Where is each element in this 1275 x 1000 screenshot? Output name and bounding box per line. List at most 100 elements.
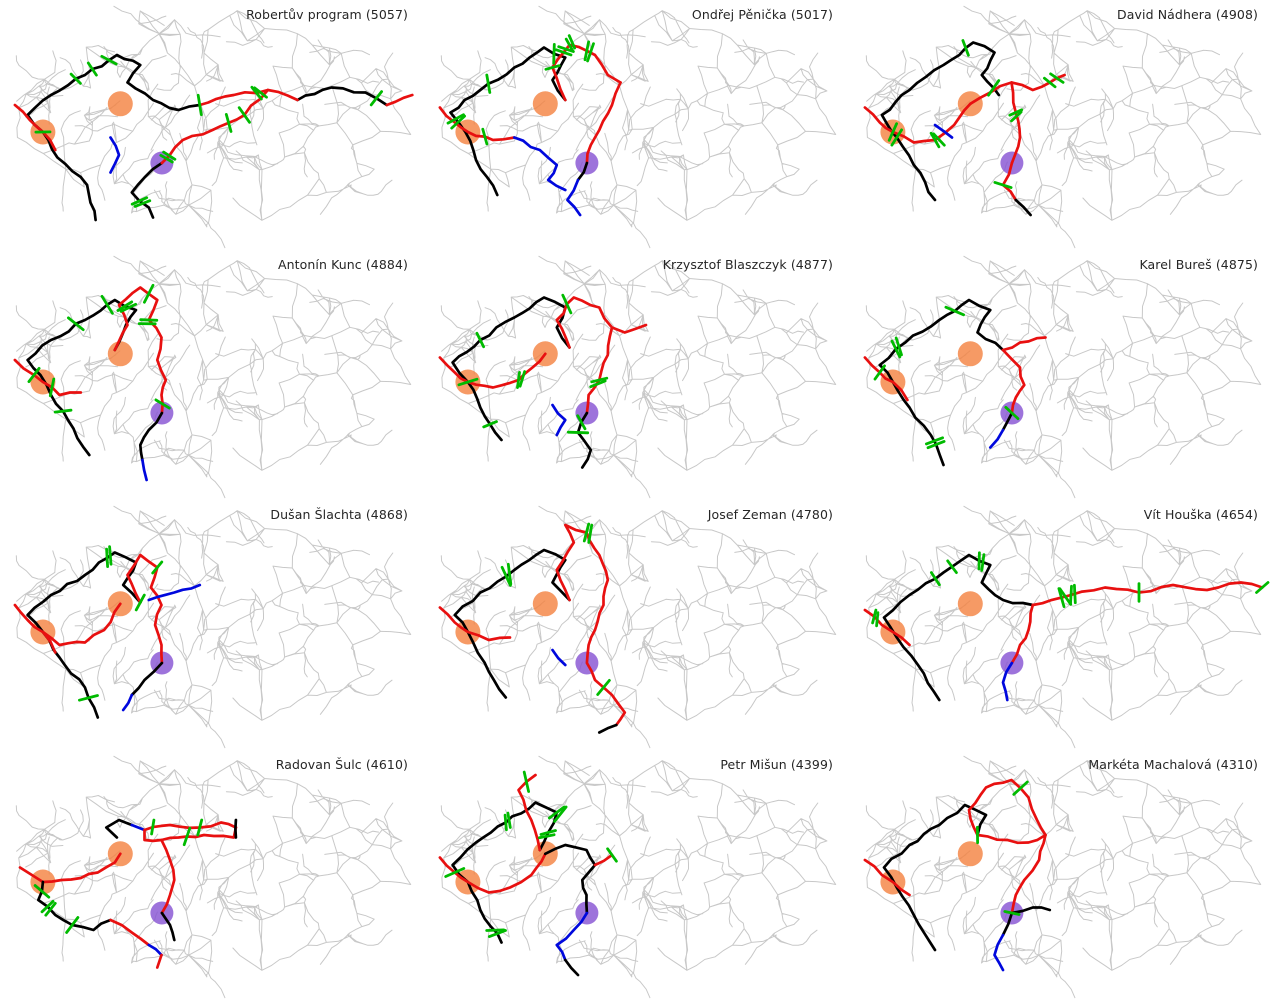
stop-tick: [590, 376, 609, 384]
route-paths: [863, 41, 1066, 217]
stop-tick: [506, 562, 513, 586]
stop-tick: [133, 199, 152, 208]
route-black: [160, 911, 176, 942]
stop-ticks: [457, 293, 609, 435]
depot-dot: [957, 591, 983, 617]
stop-tick: [150, 818, 156, 836]
route-paths: [13, 286, 168, 482]
stop-tick: [53, 408, 73, 414]
route-map: [438, 505, 837, 749]
route-black: [130, 161, 164, 219]
route-blue: [141, 458, 148, 482]
route-red: [198, 88, 299, 107]
stop-tick: [481, 127, 489, 146]
route-red: [1001, 348, 1026, 415]
stop-tick: [522, 770, 530, 793]
stop-tick: [1072, 583, 1077, 605]
route-black: [1014, 198, 1032, 217]
stop-tick: [40, 899, 55, 914]
stop-tick: [554, 48, 573, 57]
route-black: [597, 723, 618, 734]
route-blue: [555, 911, 589, 962]
stop-tick: [369, 90, 384, 107]
route-red: [555, 523, 627, 727]
route-map: [863, 755, 1262, 999]
route-red: [160, 838, 176, 915]
route-red: [555, 296, 648, 349]
route-red: [1010, 81, 1022, 165]
panel-title: Antonín Kunc (4884): [277, 257, 408, 272]
route-red: [18, 852, 122, 884]
stop-tick: [67, 316, 85, 332]
stop-tick: [27, 367, 41, 384]
route-red: [517, 773, 542, 852]
stop-tick: [873, 364, 886, 381]
stop-tick: [196, 93, 203, 117]
route-map: [13, 5, 414, 249]
stop-tick: [561, 293, 573, 315]
route-blue: [551, 648, 567, 667]
stop-tick: [552, 43, 556, 65]
stop-ticks: [500, 522, 611, 696]
stop-tick: [1069, 584, 1073, 606]
route-blue: [130, 823, 146, 832]
stop-tick: [444, 867, 466, 878]
stop-tick: [596, 678, 611, 696]
stop-tick: [1057, 587, 1066, 608]
route-black: [36, 880, 112, 932]
stop-tick: [1058, 587, 1073, 606]
route-black: [26, 53, 202, 222]
route-map: [438, 755, 837, 999]
stop-tick: [116, 300, 134, 312]
panel-title: Ondřej Pěnička (5017): [691, 7, 833, 22]
route-black: [882, 553, 1035, 702]
stop-tick: [134, 593, 146, 612]
route-black: [1001, 911, 1014, 937]
route-map: [438, 5, 837, 249]
route-red: [863, 102, 972, 144]
route-map: [863, 5, 1262, 249]
stop-tick: [925, 436, 944, 446]
stop-tick: [485, 928, 506, 932]
route-blue: [109, 136, 121, 174]
stop-tick: [196, 818, 204, 837]
stop-tick: [557, 45, 575, 53]
map-panel: Ondřej Pěnička (5017): [425, 0, 850, 250]
stop-tick: [130, 196, 149, 206]
stop-tick: [946, 559, 958, 574]
route-blue: [551, 403, 567, 437]
stop-tick: [887, 122, 898, 142]
stop-tick: [253, 86, 268, 99]
stop-tick: [567, 34, 577, 50]
stop-ticks: [444, 770, 618, 939]
stop-tick: [182, 826, 192, 847]
route-black: [451, 801, 559, 944]
stop-tick: [65, 916, 80, 934]
map-panel: Petr Mišun (4399): [425, 750, 850, 1000]
stop-tick: [544, 64, 561, 71]
route-red: [585, 326, 614, 415]
stop-tick: [537, 833, 556, 840]
route-blue: [121, 693, 134, 712]
route-black: [451, 296, 571, 442]
stop-ticks: [34, 54, 384, 208]
stop-tick: [100, 54, 118, 66]
depot-dot: [107, 341, 133, 367]
route-red: [1010, 833, 1047, 915]
stop-tick: [457, 377, 479, 387]
stop-tick: [548, 805, 566, 820]
route-red: [967, 778, 1047, 845]
stop-tick: [930, 571, 941, 587]
panel-title: Josef Zeman (4780): [707, 507, 833, 522]
panel-title: Karel Bureš (4875): [1139, 257, 1258, 272]
stop-ticks: [887, 39, 1065, 190]
stop-tick: [485, 73, 492, 94]
stop-tick: [446, 113, 465, 125]
route-map: [13, 505, 412, 749]
stop-tick: [539, 829, 557, 836]
stop-tick: [162, 150, 177, 161]
route-blue: [147, 943, 163, 957]
route-paths: [863, 298, 1047, 467]
